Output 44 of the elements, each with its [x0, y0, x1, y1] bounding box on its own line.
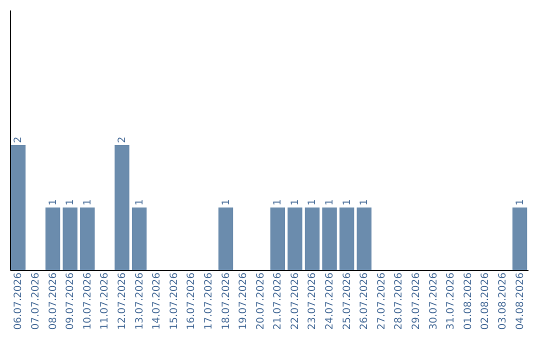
- x-tick-label: 02.08.2026: [480, 272, 492, 330]
- x-tick-label: 21.07.2026: [272, 272, 284, 330]
- data-label: 2: [13, 136, 24, 143]
- x-tick-label: 22.07.2026: [290, 272, 301, 330]
- x-tick-label: 07.07.2026: [30, 272, 42, 330]
- data-label: 2: [116, 136, 128, 143]
- x-tick-label: 25.07.2026: [342, 272, 353, 330]
- data-label: 1: [324, 199, 336, 206]
- data-label: 1: [48, 199, 59, 206]
- data-label: 1: [514, 199, 526, 206]
- x-tick-label: 24.07.2026: [324, 272, 336, 330]
- x-tick-label: 29.07.2026: [411, 272, 422, 330]
- x-tick-label: 16.07.2026: [186, 272, 198, 330]
- x-tick-label: 30.07.2026: [428, 272, 440, 330]
- data-label: 1: [134, 199, 146, 206]
- x-tick-label: 27.07.2026: [376, 272, 388, 330]
- x-tick-label: 26.07.2026: [359, 272, 370, 330]
- x-tick-label: 06.07.2026: [13, 272, 24, 330]
- x-tick-label: 08.07.2026: [48, 272, 59, 330]
- x-tick-label: 13.07.2026: [134, 272, 146, 330]
- x-tick-label: 20.07.2026: [255, 272, 266, 330]
- x-tick-label: 01.08.2026: [462, 272, 474, 330]
- x-tick-label: 19.07.2026: [238, 272, 250, 330]
- data-label: 1: [220, 199, 232, 206]
- x-tick-label: 03.08.2026: [497, 272, 508, 330]
- data-label: 1: [342, 199, 353, 206]
- x-tick-label: 31.07.2026: [446, 272, 457, 330]
- data-label: 1: [272, 199, 284, 206]
- x-tick-label: 11.07.2026: [100, 272, 111, 330]
- x-tick-label: 18.07.2026: [220, 272, 232, 330]
- data-label: 1: [359, 199, 370, 206]
- x-tick-label: 23.07.2026: [307, 272, 318, 330]
- x-tick-label: 17.07.2026: [203, 272, 214, 330]
- x-tick-label: 09.07.2026: [65, 272, 76, 330]
- x-tick-label: 15.07.2026: [168, 272, 180, 330]
- x-tick-label: 10.07.2026: [82, 272, 94, 330]
- x-tick-label: 04.08.2026: [514, 272, 526, 330]
- data-label: 1: [65, 199, 76, 206]
- data-label: 1: [82, 199, 94, 206]
- data-label: 1: [307, 199, 318, 206]
- x-tick-label: 12.07.2026: [116, 272, 128, 330]
- data-label: 1: [290, 199, 301, 206]
- x-tick-label: 28.07.2026: [394, 272, 405, 330]
- x-tick-label: 14.07.2026: [152, 272, 163, 330]
